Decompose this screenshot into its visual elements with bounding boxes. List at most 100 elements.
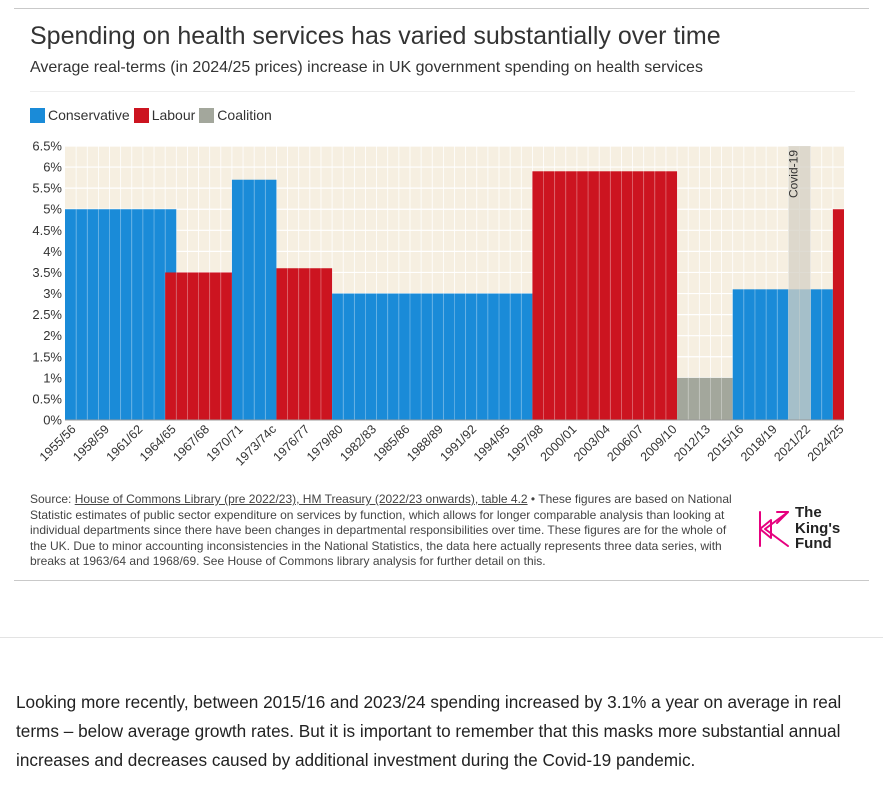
bar-coalition: [721, 377, 733, 420]
bar-conservative: [87, 209, 99, 420]
bar-coalition: [699, 377, 711, 420]
bar-labour: [287, 268, 299, 420]
bar-conservative: [332, 293, 344, 420]
bar-labour: [187, 272, 199, 420]
bar-conservative: [398, 293, 410, 420]
y-tick-label: 0.5%: [32, 391, 62, 406]
legend-label-coalition: Coalition: [217, 107, 272, 123]
covid-annotation-label: Covid-19: [786, 150, 800, 198]
x-tick-label: 2000/01: [538, 422, 580, 464]
bar-conservative: [766, 289, 778, 420]
y-tick-label: 3%: [43, 286, 62, 301]
y-tick-label: 5.5%: [32, 181, 62, 196]
bar-conservative: [432, 293, 444, 420]
bar-conservative: [76, 209, 88, 420]
x-tick-label: 2009/10: [638, 422, 680, 464]
bar-labour: [532, 171, 544, 420]
bar-conservative: [142, 209, 155, 420]
bar-conservative: [499, 293, 511, 420]
x-tick-label: 2018/19: [738, 422, 780, 464]
chart-subtitle: Average real-terms (in 2024/25 prices) i…: [30, 59, 703, 76]
bar-labour: [610, 171, 622, 420]
legend-item-coalition[interactable]: Coalition: [199, 107, 272, 123]
y-tick-label: 5%: [43, 202, 62, 217]
bar-conservative: [65, 209, 77, 420]
bar-labour: [309, 268, 321, 420]
bar-conservative: [98, 209, 110, 420]
bar-conservative: [343, 293, 355, 420]
x-tick-label: 2024/25: [805, 422, 847, 464]
kings-fund-logo-mark: [759, 511, 789, 547]
bar-conservative: [376, 293, 388, 420]
bar-labour: [320, 268, 333, 420]
bar-conservative: [777, 289, 789, 420]
bar-labour: [632, 171, 644, 420]
bar-conservative: [476, 293, 488, 420]
x-tick-label: 1979/80: [304, 422, 346, 464]
bar-labour: [654, 171, 666, 420]
kings-fund-logo-text: The King's Fund: [795, 504, 841, 552]
source-prefix: Source:: [30, 492, 75, 506]
section-divider: [0, 637, 883, 638]
bar-conservative: [387, 293, 399, 420]
body-paragraph: Looking more recently, between 2015/16 a…: [16, 692, 842, 770]
bar-conservative: [265, 179, 277, 420]
y-tick-label: 1.5%: [32, 349, 62, 364]
bar-conservative: [810, 289, 822, 420]
y-tick-label: 0%: [43, 413, 62, 428]
bar-conservative: [443, 293, 455, 420]
y-tick-label: 3.5%: [32, 265, 62, 280]
bar-conservative: [754, 289, 767, 420]
bar-conservative: [732, 289, 744, 420]
x-tick-label: 1988/89: [404, 422, 446, 464]
bar-labour: [643, 171, 655, 420]
bar-conservative: [487, 293, 500, 420]
bar-labour: [220, 272, 232, 420]
bar-labour: [554, 171, 566, 420]
legend-item-labour[interactable]: Labour: [133, 107, 195, 123]
bar-labour: [276, 268, 288, 420]
bar-coalition: [688, 377, 700, 420]
y-tick-label: 1%: [43, 370, 62, 385]
legend-label-conservative: Conservative: [48, 107, 130, 123]
bar-labour: [565, 171, 577, 420]
bar-conservative: [409, 293, 422, 420]
legend-swatch-coalition: [199, 107, 215, 123]
source-link[interactable]: House of Commons Library (pre 2022/23), …: [74, 492, 528, 506]
bar-conservative: [154, 209, 166, 420]
bar-labour: [165, 272, 177, 420]
bar-conservative: [821, 289, 833, 420]
bar-conservative: [421, 293, 433, 420]
covid-band: [788, 146, 811, 420]
bar-conservative: [243, 179, 255, 420]
bar-conservative: [454, 293, 466, 420]
source-note: Source: House of Commons Library (pre 20…: [30, 492, 745, 570]
bar-conservative: [743, 289, 755, 420]
bar-labour: [298, 268, 310, 420]
top-divider: [14, 8, 869, 9]
bar-labour: [543, 171, 555, 420]
x-tick-label: 1961/62: [104, 422, 146, 464]
bar-labour: [176, 272, 188, 420]
x-tick-label: 1997/98: [504, 422, 546, 464]
bar-conservative: [365, 293, 377, 420]
legend-item-conservative[interactable]: Conservative: [30, 107, 130, 123]
bar-conservative: [510, 293, 522, 420]
bar-conservative: [354, 293, 366, 420]
bar-labour: [588, 171, 600, 420]
y-tick-label: 2%: [43, 328, 62, 343]
bar-labour: [599, 171, 611, 420]
bar-conservative: [131, 209, 143, 420]
y-tick-label: 6.5%: [32, 139, 62, 154]
y-tick-label: 6%: [43, 160, 62, 175]
source-text: • These figures are based on National St…: [30, 492, 732, 569]
chart-svg: 0% 0.5% 1% 1.5% 2% 2.5% 3% 3.5% 4% 4.5% 5% 5.5% 6% 6.…: [32, 139, 847, 469]
x-tick-label: 1991/92: [437, 422, 479, 464]
bar-labour: [665, 171, 678, 420]
bar-coalition: [710, 377, 722, 420]
bar-conservative: [120, 209, 132, 420]
legend-swatch-labour: [133, 107, 149, 123]
y-tick-label: 2.5%: [32, 307, 62, 322]
kings-fund-logo[interactable]: The King's Fund: [757, 505, 847, 555]
bar-labour: [209, 272, 221, 420]
